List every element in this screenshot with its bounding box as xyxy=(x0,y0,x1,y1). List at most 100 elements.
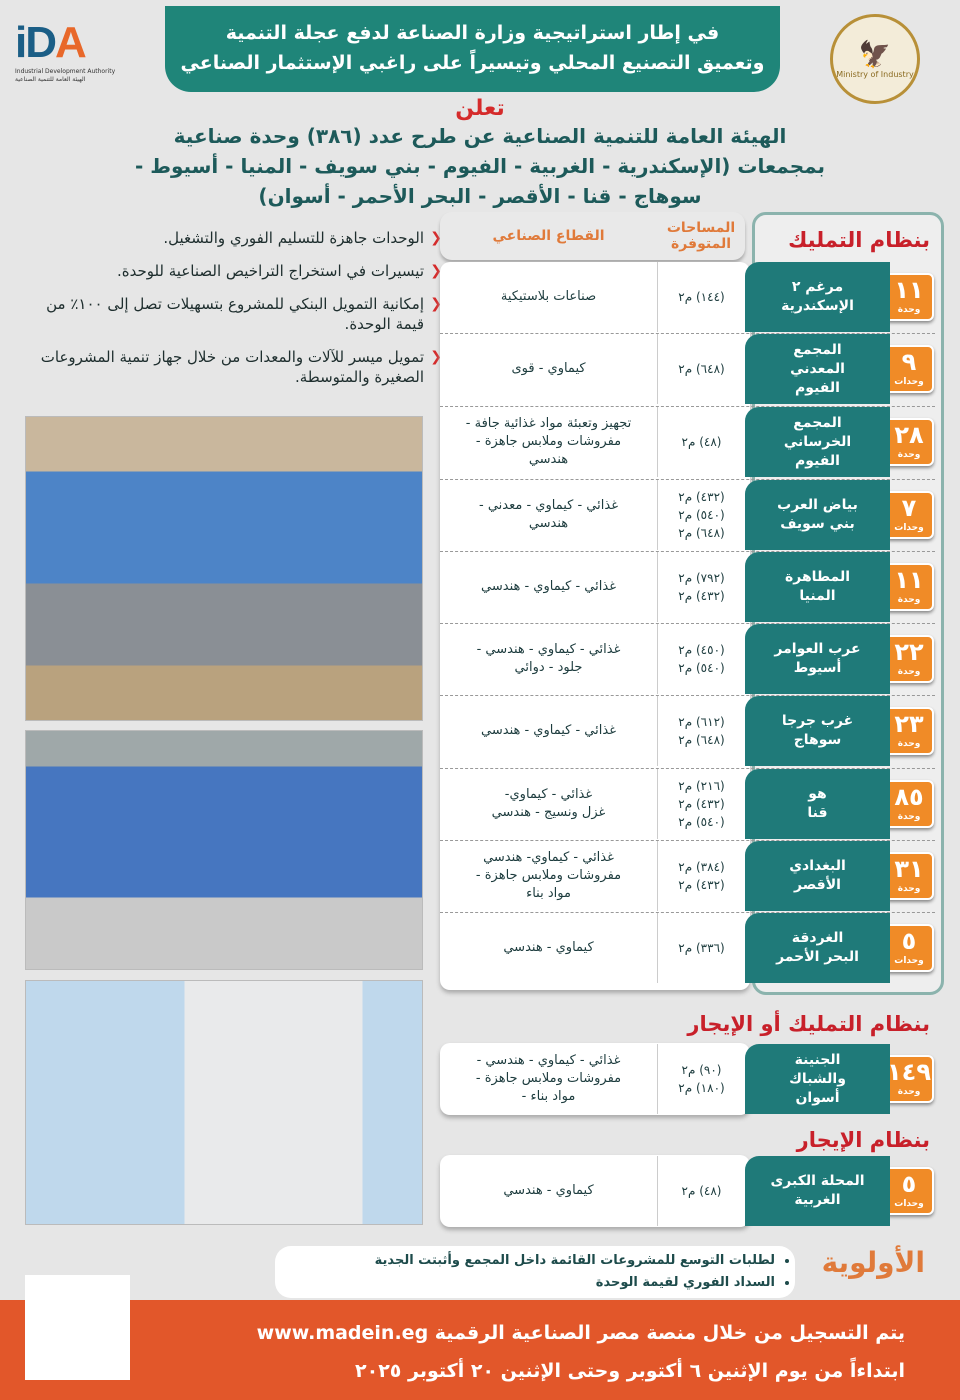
unit-count-badge: ٩ وحدات xyxy=(884,345,934,393)
site-name: الغردقة البحر الأحمر xyxy=(745,913,890,983)
table-body xyxy=(440,1043,750,1115)
dates-line: ابتداءاً من يوم الإثنين ٦ أكتوبر وحتى ال… xyxy=(355,1360,905,1382)
area-value: (٦٤٨) م٢ xyxy=(678,362,725,376)
unit-label: وحدة xyxy=(897,812,921,822)
announce-line: بمجمعات (الإسكندرية - الغربية - الفيوم -… xyxy=(134,154,826,178)
table-row: ٢٢ وحدة عرب العوامر أسيوط (٤٥٠) م٢ (٥٤٠) م٢… xyxy=(440,624,940,694)
site-line: أسوان xyxy=(795,1089,840,1106)
header-sector: القطاع الصناعي xyxy=(492,228,605,244)
industrial-sector: غذائي - كيماوي- غزل ونسيج - هندسي xyxy=(491,787,606,820)
row-divider xyxy=(440,768,935,769)
site-line: والشباك xyxy=(789,1070,846,1087)
unit-label: وحدات xyxy=(894,956,924,966)
area-value: (٤٣٢) م٢ xyxy=(678,797,725,811)
row-divider xyxy=(440,623,935,624)
site-line: البغدادي xyxy=(789,858,846,874)
site-name: البغدادي الأقصر xyxy=(745,841,890,911)
unit-count: ٢٣ xyxy=(894,710,924,738)
site-line: المحلة الكبرى xyxy=(770,1173,865,1189)
industrial-sector: غذائي - كيماوي - هندسي xyxy=(481,723,616,738)
announce-lead: تعلن xyxy=(455,96,505,121)
site-name: عرب العوامر أسيوط xyxy=(745,624,890,694)
available-areas: (٤٨) م٢ xyxy=(657,407,745,477)
site-name: بياض العرب بني سويف xyxy=(745,480,890,550)
available-areas: (٢١٦) م٢ (٤٣٢) م٢ (٥٤٠) م٢ xyxy=(657,769,745,839)
industrial-sector: غذائي - كيماوي - هندسي - جلود - دوائي xyxy=(476,642,621,675)
area-value: (٥٤٠) م٢ xyxy=(678,661,725,675)
benefit-item: تمويل ميسر للآلات والمعدات من خلال جهاز … xyxy=(18,347,442,387)
area-value: (٩٠) م٢ xyxy=(681,1063,722,1077)
unit-count-badge: ٥ وحدات xyxy=(884,1167,934,1215)
unit-label: وحدة xyxy=(897,305,921,315)
site-line: المجمع xyxy=(793,341,842,358)
row-divider xyxy=(440,551,935,552)
site-line: أسيوط xyxy=(793,660,842,676)
unit-count-badge: ٢٣ وحدة xyxy=(884,707,934,755)
table-row: ٧ وحدات بياض العرب بني سويف (٤٣٢) م٢ (٥٤٠) … xyxy=(440,480,940,550)
section-rent: بنظام الإيجار xyxy=(796,1128,930,1152)
unit-count-badge: ٧ وحدات xyxy=(884,491,934,539)
industrial-sector: غذائي - كيماوي - هندسي - مفروشات وملابس … xyxy=(475,1053,622,1104)
unit-count-badge: ٥ وحدات xyxy=(884,924,934,972)
site-line: عرب العوامر xyxy=(774,641,861,657)
qr-code[interactable] xyxy=(25,1275,130,1380)
area-value: (٥٤٠) م٢ xyxy=(678,815,725,829)
available-areas: (٤٣٢) م٢ (٥٤٠) م٢ (٦٤٨) م٢ xyxy=(657,480,745,550)
announcement: تعلن الهيئة العامة للتنمية الصناعية عن ط… xyxy=(130,96,830,211)
unit-count-badge: ٣١ وحدة xyxy=(884,852,934,900)
industrial-sector: غذائي - كيماوي - هندسي xyxy=(481,579,616,594)
unit-label: وحدات xyxy=(894,523,924,533)
area-value: (٤٥٠) م٢ xyxy=(678,643,725,657)
industrial-sector: غذائي - كيماوي- هندسي مفروشات وملابس جاه… xyxy=(475,850,622,901)
unit-label: وحدة xyxy=(897,1087,921,1097)
logo-mark: iDA xyxy=(15,18,87,67)
table-row: ١٤٩ وحدة الجنينة والشباك أسوان (٩٠) م٢ (١٨٠)… xyxy=(440,1044,940,1114)
site-line: البحر الأحمر xyxy=(776,949,859,965)
table-row: ١١ وحدة مرغم ٢ الإسكندرية (١٤٤) م٢ صناعات … xyxy=(440,262,940,332)
priority-item: لطلبات التوسع للمشروعات القائمة داخل الم… xyxy=(295,1250,775,1272)
area-value: (٣٣٦) م٢ xyxy=(678,941,725,955)
area-value: (٧٩٢) م٢ xyxy=(678,571,725,585)
unit-count-badge: ٨٥ وحدة xyxy=(884,780,934,828)
table-header: المساحات المتوفرة القطاع الصناعي xyxy=(440,212,745,260)
section-ownership: بنظام التمليك xyxy=(788,228,930,252)
available-areas: (٩٠) م٢ (١٨٠) م٢ xyxy=(657,1044,745,1114)
title-line: وتعميق التصنيع المحلي وتيسيراً على راغبي… xyxy=(180,52,765,74)
area-value: (٦٤٨) م٢ xyxy=(678,733,725,747)
site-line: الغردقة xyxy=(791,930,844,946)
unit-label: وحدة xyxy=(897,450,921,460)
row-divider xyxy=(440,333,935,334)
unit-count: ١١ xyxy=(894,566,924,594)
unit-label: وحدة xyxy=(897,739,921,749)
table-body xyxy=(440,1155,750,1227)
unit-count: ٥ xyxy=(901,1170,917,1198)
area-value: (٤٣٢) م٢ xyxy=(678,589,725,603)
area-value: (٤٨) م٢ xyxy=(681,1184,722,1198)
area-value: (٢١٦) م٢ xyxy=(678,779,725,793)
site-line: بياض العرب xyxy=(777,497,858,513)
announce-line: سوهاج - قنا - الأقصر - البحر الأحمر - أس… xyxy=(258,184,702,208)
industrial-sector: كيماوي - هندسي xyxy=(503,940,594,955)
site-line: الفيوم xyxy=(795,379,840,396)
area-value: (٤٣٢) م٢ xyxy=(678,490,725,504)
area-value: (٦١٢) م٢ xyxy=(678,715,725,729)
site-name: المجمع المعدني الفيوم xyxy=(745,334,890,404)
unit-label: وحدة xyxy=(897,595,921,605)
unit-count: ٢٢ xyxy=(894,638,924,666)
unit-count-badge: ٢٨ وحدة xyxy=(884,418,934,466)
benefit-item: إمكانية التمويل البنكي للمشروع بتسهيلات … xyxy=(18,294,442,334)
area-value: (١٨٠) م٢ xyxy=(678,1081,725,1095)
site-line: مرغم ٢ xyxy=(791,279,844,295)
site-line: الفيوم xyxy=(795,452,840,469)
industrial-sector: غذائي - كيماوي - معدني - هندسي xyxy=(479,498,618,531)
announce-line: الهيئة العامة للتنمية الصناعية عن طرح عد… xyxy=(173,124,787,148)
available-areas: (٦١٢) م٢ (٦٤٨) م٢ xyxy=(657,696,745,766)
benefits-list: الوحدات جاهزة للتسليم الفوري والتشغيل. ت… xyxy=(18,228,442,400)
unit-label: وحدات xyxy=(894,1199,924,1209)
table-row: ١١ وحدة المطاهرة المنيا (٧٩٢) م٢ (٤٣٢) م٢ غ… xyxy=(440,552,940,622)
site-line: قنا xyxy=(807,805,828,821)
available-areas: (٦٤٨) م٢ xyxy=(657,334,745,404)
industrial-sector: كيماوي - هندسي xyxy=(503,1183,594,1198)
available-areas: (٤٨) م٢ xyxy=(657,1156,745,1226)
unit-label: وحدات xyxy=(894,377,924,387)
